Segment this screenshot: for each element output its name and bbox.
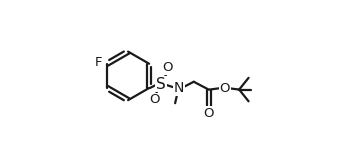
Text: F: F [95, 56, 103, 69]
Text: O: O [163, 61, 173, 74]
Text: O: O [219, 82, 230, 94]
Text: N: N [174, 81, 184, 95]
Text: O: O [203, 106, 214, 120]
Text: O: O [150, 93, 160, 106]
Text: S: S [156, 77, 166, 92]
